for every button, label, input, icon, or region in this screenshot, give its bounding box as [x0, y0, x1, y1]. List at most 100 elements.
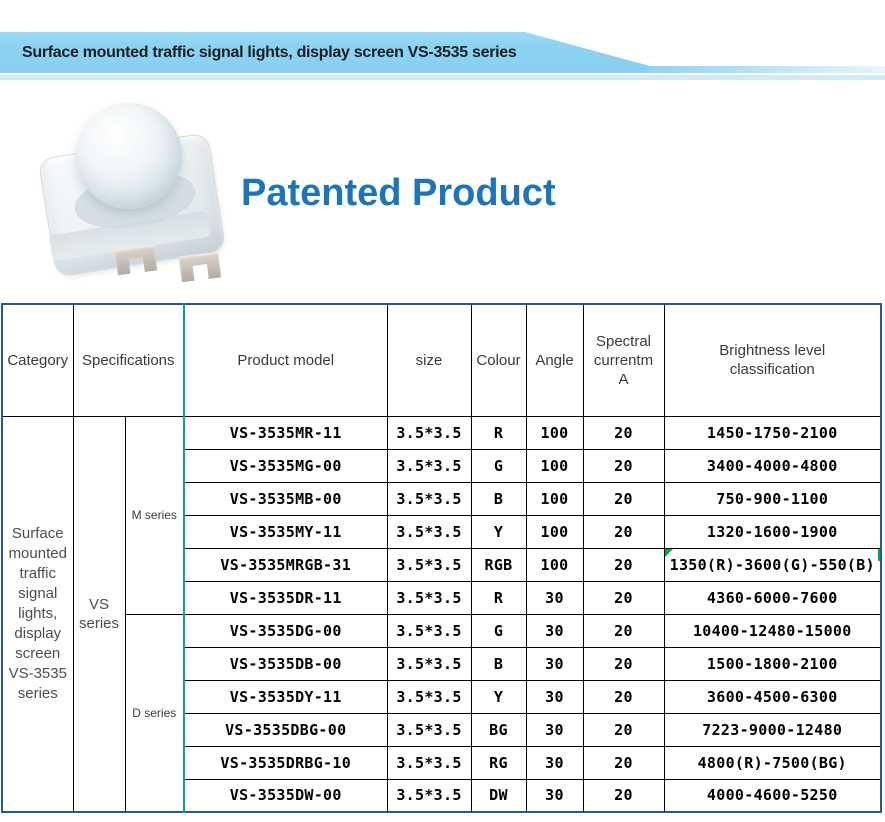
cell-colour: Y — [470, 679, 527, 714]
table-row: VS-3535DY-11 3.5*3.5 Y 30 20 3600-4500-6300 — [2, 679, 882, 714]
cell-brightness: 10400-12480-15000 — [663, 613, 882, 648]
category-cell: Surface mounted traffic signal lights, d… — [1, 415, 74, 813]
cell-colour: B — [470, 646, 527, 681]
cell-angle: 30 — [525, 646, 584, 681]
cell-colour: RG — [470, 745, 527, 780]
table-row: VS-3535MG-00 3.5*3.5 G 100 20 3400-4000-4800 — [2, 448, 882, 483]
header-banner-tail — [648, 66, 885, 73]
cell-current: 20 — [582, 679, 665, 714]
header-banner — [0, 32, 650, 73]
header-product-model: Product model — [183, 303, 388, 417]
header-brightness: Brightness level classification — [663, 303, 882, 417]
table-row: VS-3535DW-00 3.5*3.5 DW 30 20 4000-4600-5250 — [2, 778, 882, 813]
cell-angle: 30 — [525, 613, 584, 648]
cell-brightness: 1450-1750-2100 — [663, 415, 882, 450]
cell-product-model: VS-3535DY-11 — [183, 679, 388, 714]
page-title: Surface mounted traffic signal lights, d… — [22, 44, 517, 61]
table-row: VS-3535DBG-00 3.5*3.5 BG 30 20 7223-9000-1248… — [2, 712, 882, 747]
cell-angle: 30 — [525, 745, 584, 780]
table-row: D series VS-3535DG-00 3.5*3.5 G 30 20 10400-12… — [2, 613, 882, 813]
cell-brightness: 3400-4000-4800 — [663, 448, 882, 483]
cell-colour: RGB — [470, 547, 527, 582]
cell-product-model: VS-3535DW-00 — [183, 778, 388, 813]
cell-brightness: 1500-1800-2100 — [663, 646, 882, 681]
cell-current: 20 — [582, 415, 665, 450]
header-category: Category — [1, 303, 74, 417]
spec-series-cell: VS series — [72, 415, 126, 813]
cell-brightness: 4000-4600-5250 — [663, 778, 882, 813]
product-photo — [28, 95, 243, 280]
cell-colour: DW — [470, 778, 527, 813]
cell-colour: G — [470, 448, 527, 483]
cell-size: 3.5*3.5 — [386, 646, 472, 681]
cell-colour: BG — [470, 712, 527, 747]
cell-current: 20 — [582, 778, 665, 813]
cell-angle: 100 — [525, 514, 584, 549]
cell-product-model: VS-3535DB-00 — [183, 646, 388, 681]
cell-current: 20 — [582, 613, 665, 648]
cell-angle: 100 — [525, 481, 584, 516]
cell-current: 20 — [582, 547, 665, 582]
patented-product-text: Patented Product — [241, 172, 556, 214]
cell-colour: B — [470, 481, 527, 516]
header-colour: Colour — [470, 303, 527, 417]
cell-brightness: 3600-4500-6300 — [663, 679, 882, 714]
cell-product-model: VS-3535MB-00 — [183, 481, 388, 516]
cell-product-model: VS-3535DG-00 — [183, 613, 388, 648]
cell-brightness: 7223-9000-12480 — [663, 712, 882, 747]
header-size: size — [386, 303, 472, 417]
series-group-m-cell: M series — [124, 415, 185, 615]
led-dome-lens — [76, 103, 182, 209]
table-row: Surface mounted traffic signal lights, d… — [1, 415, 882, 813]
header-row: Category Specifications Product model si… — [1, 303, 882, 417]
cell-brightness: 1320-1600-1900 — [663, 514, 882, 549]
cell-product-model: VS-3535DR-11 — [183, 580, 388, 615]
series-group-d-cell: D series — [124, 613, 185, 813]
cell-size: 3.5*3.5 — [386, 580, 472, 615]
spec-table-wrapper: Category Specifications Product model si… — [1, 303, 882, 813]
spec-table-body: Surface mounted traffic signal lights, d… — [1, 415, 882, 813]
spec-table: Category Specifications Product model si… — [1, 303, 882, 813]
cell-angle: 30 — [525, 679, 584, 714]
cell-size: 3.5*3.5 — [386, 613, 472, 648]
table-row: VS-3535MY-11 3.5*3.5 Y 100 20 1320-1600-1900 — [2, 514, 882, 549]
cell-angle: 30 — [525, 580, 584, 615]
cell-product-model: VS-3535MY-11 — [183, 514, 388, 549]
cell-angle: 100 — [525, 415, 584, 450]
cell-product-model: VS-3535MR-11 — [183, 415, 388, 450]
table-row: VS-3535MRGB-31 3.5*3.5 RGB 100 20 1350(R)-360… — [2, 547, 882, 582]
cell-angle: 100 — [525, 448, 584, 483]
cell-current: 20 — [582, 481, 665, 516]
cell-product-model: VS-3535DRBG-10 — [183, 745, 388, 780]
cell-size: 3.5*3.5 — [386, 778, 472, 813]
cell-current: 20 — [582, 514, 665, 549]
cell-current: 20 — [582, 448, 665, 483]
table-row: VS-3535DR-11 3.5*3.5 R 30 20 4360-6000-7600 — [2, 580, 882, 615]
cell-angle: 30 — [525, 712, 584, 747]
header-angle: Angle — [525, 303, 584, 417]
cell-colour: R — [470, 415, 527, 450]
cell-size: 3.5*3.5 — [386, 514, 472, 549]
cell-current: 20 — [582, 646, 665, 681]
table-row: VS-3535DRBG-10 3.5*3.5 RG 30 20 4800(R)-7500(… — [2, 745, 882, 780]
header-specifications: Specifications — [72, 303, 185, 417]
header-spectral-current: Spectral currentm A — [582, 303, 665, 417]
cell-size: 3.5*3.5 — [386, 712, 472, 747]
cell-current: 20 — [582, 745, 665, 780]
table-row: VS-3535DB-00 3.5*3.5 B 30 20 1500-1800-2100 — [2, 646, 882, 681]
cell-colour: G — [470, 613, 527, 648]
cell-colour: R — [470, 580, 527, 615]
cell-size: 3.5*3.5 — [386, 547, 472, 582]
led-pin-right — [179, 252, 222, 283]
cell-current: 20 — [582, 580, 665, 615]
cell-size: 3.5*3.5 — [386, 415, 472, 450]
cell-current: 20 — [582, 712, 665, 747]
cell-product-model: VS-3535MRGB-31 — [183, 547, 388, 582]
table-row: VS-3535MB-00 3.5*3.5 B 100 20 750-900-1100 — [2, 481, 882, 516]
cell-brightness: 4360-6000-7600 — [663, 580, 882, 615]
cell-product-model: VS-3535DBG-00 — [183, 712, 388, 747]
cell-size: 3.5*3.5 — [386, 448, 472, 483]
header-banner-underline — [0, 75, 885, 80]
cell-colour: Y — [470, 514, 527, 549]
cell-brightness: 1350(R)-3600(G)-550(B) — [663, 547, 882, 582]
